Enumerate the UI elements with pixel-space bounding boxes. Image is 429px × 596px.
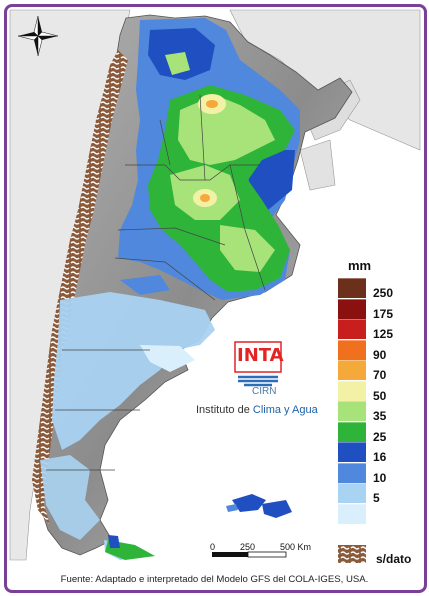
legend-item: 50 [338,380,418,403]
compass-rose-icon [17,15,59,57]
legend-item [338,503,418,524]
legend-item: 10 [338,462,418,485]
precip-maxima [193,94,226,207]
legend-no-data-label: s/dato [376,552,412,566]
legend-swatch [338,278,366,298]
legend-swatch [338,421,366,442]
province-boundaries [46,94,266,471]
legend-swatch [338,360,366,380]
legend-swatch [338,483,366,503]
scale-label-250: 250 [240,542,256,552]
legend-no-data-swatch [338,545,366,563]
legend-item: 175 [338,298,418,321]
precip-green [148,52,295,292]
inta-logo-mark [234,341,282,387]
legend-item: 70 [338,360,418,382]
legend-item: 35 [338,401,418,423]
legend-swatch [338,462,366,483]
legend-swatch [338,503,366,524]
inta-wordmark: INTA [237,345,284,366]
legend-label: 250 [373,286,394,300]
legend-item: 5 [338,483,418,505]
source-caption: Fuente: Adaptado e interpretado del Mode… [60,574,369,585]
legend-swatch [338,298,366,319]
legend-label: 5 [373,491,380,505]
legend-label: 50 [373,388,387,403]
legend-swatch [338,339,366,360]
scale-bar [212,551,287,558]
legend-item: 125 [338,319,418,341]
legend-label: 16 [373,450,387,464]
precip-light [40,292,215,560]
legend-item: 16 [338,442,418,464]
no-data-andes [32,50,128,525]
legend-item: 90 [338,339,418,362]
legend-label: 70 [373,368,387,382]
institute-prefix: Instituto de [196,404,253,416]
legend-swatch [338,442,366,462]
legend-swatch [338,401,366,421]
legend-label: 175 [373,306,394,321]
legend-swatch [338,319,366,339]
cirn-label: CIRN [252,386,277,397]
institute-highlight: Clima y Agua [252,404,318,416]
legend-label: 10 [373,470,387,485]
malvinas-islands [226,494,292,518]
legend-item: 25 [338,421,418,444]
legend-label: 90 [373,347,387,362]
legend-label: 125 [373,327,394,341]
legend-label: 35 [373,409,387,423]
scale-label-0: 0 [210,542,216,552]
legend-swatch [338,380,366,401]
legend-label: 25 [373,429,387,444]
legend-item: 250 [338,278,418,300]
scale-label-500: 500 Km [280,542,312,552]
legend-unit: mm [348,258,372,273]
tierra-del-fuego [105,535,155,560]
institute-name: Instituto de Clima y Agua [196,404,318,416]
